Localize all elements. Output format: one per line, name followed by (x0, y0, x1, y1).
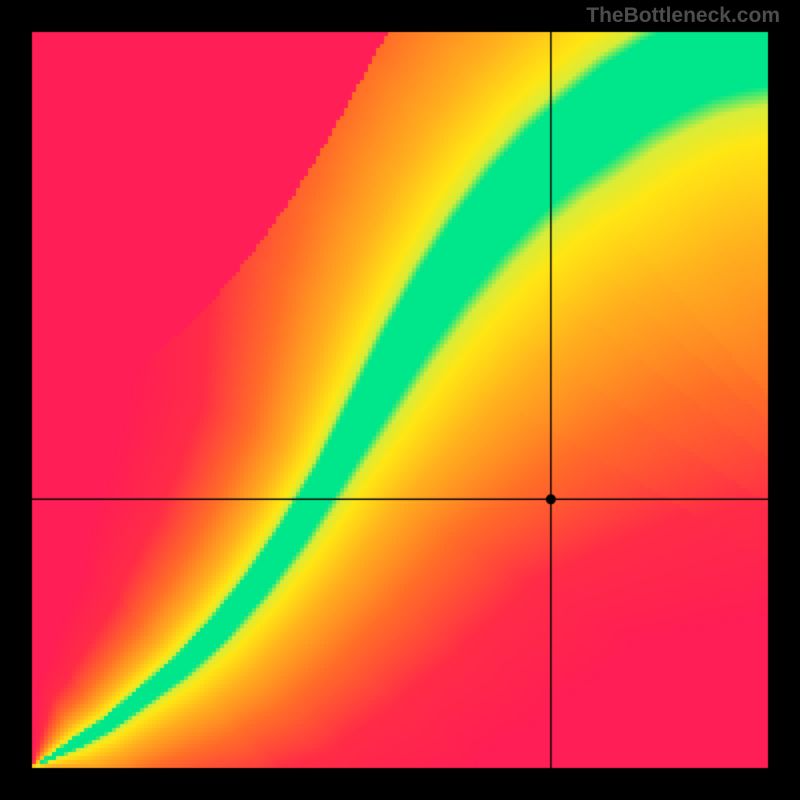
bottleneck-heatmap (0, 0, 800, 800)
